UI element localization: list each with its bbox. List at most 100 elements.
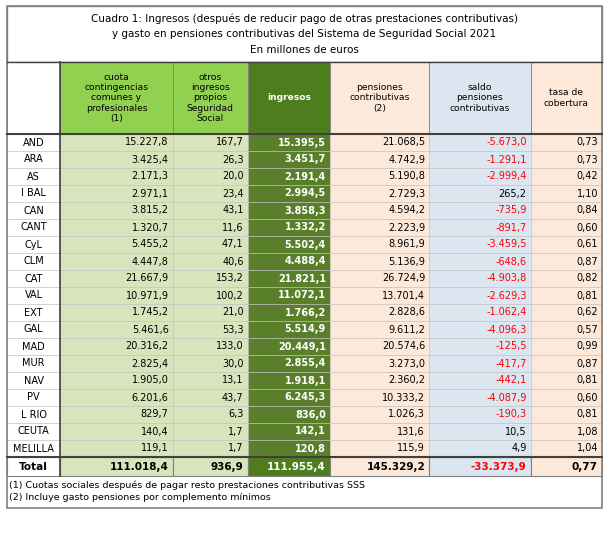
Text: 6,3: 6,3 xyxy=(228,410,244,420)
Text: 10.333,2: 10.333,2 xyxy=(382,392,425,402)
Text: -33.373,9: -33.373,9 xyxy=(471,462,527,472)
Text: CyL: CyL xyxy=(24,240,43,250)
Text: 0,42: 0,42 xyxy=(576,171,598,181)
Bar xyxy=(530,457,602,476)
Text: -3.459,5: -3.459,5 xyxy=(486,240,527,250)
Text: 5.461,6: 5.461,6 xyxy=(132,325,169,335)
Bar xyxy=(248,236,330,253)
Bar xyxy=(7,321,60,338)
Bar xyxy=(429,219,530,236)
Bar xyxy=(60,321,173,338)
Bar xyxy=(429,406,530,423)
Bar xyxy=(330,338,429,355)
Bar xyxy=(248,355,330,372)
Text: 43,1: 43,1 xyxy=(222,205,244,215)
Text: (2) Incluye gasto pensiones por complemento mínimos: (2) Incluye gasto pensiones por compleme… xyxy=(9,493,271,502)
Text: 3.273,0: 3.273,0 xyxy=(388,359,425,369)
Text: 0,73: 0,73 xyxy=(576,154,598,164)
Bar xyxy=(330,389,429,406)
Text: 5.502,4: 5.502,4 xyxy=(284,240,326,250)
Text: 2.971,1: 2.971,1 xyxy=(132,189,169,199)
Text: CEUTA: CEUTA xyxy=(18,426,49,436)
Bar xyxy=(530,134,602,151)
Text: CAT: CAT xyxy=(24,274,43,284)
Text: 133,0: 133,0 xyxy=(216,341,244,351)
Text: 0,60: 0,60 xyxy=(577,223,598,233)
Text: 115,9: 115,9 xyxy=(397,443,425,453)
Text: AS: AS xyxy=(27,171,40,181)
Text: 47,1: 47,1 xyxy=(222,240,244,250)
Bar xyxy=(173,236,248,253)
Bar xyxy=(248,338,330,355)
Bar xyxy=(530,62,602,134)
Bar xyxy=(530,236,602,253)
Bar xyxy=(173,62,248,134)
Bar xyxy=(330,185,429,202)
Bar xyxy=(248,62,330,134)
Text: 0,87: 0,87 xyxy=(576,359,598,369)
Text: L RIO: L RIO xyxy=(21,410,47,420)
Text: 11.072,1: 11.072,1 xyxy=(278,290,326,300)
Text: 5.190,8: 5.190,8 xyxy=(388,171,425,181)
Text: 4.488,4: 4.488,4 xyxy=(284,256,326,266)
Text: 0,73: 0,73 xyxy=(576,138,598,148)
Text: 836,0: 836,0 xyxy=(295,410,326,420)
Text: ingresos: ingresos xyxy=(267,93,311,103)
Text: 26.724,9: 26.724,9 xyxy=(382,274,425,284)
Bar xyxy=(530,372,602,389)
Text: 4.742,9: 4.742,9 xyxy=(388,154,425,164)
Bar xyxy=(530,185,602,202)
Text: Cuadro 1: Ingresos (después de reducir pago de otras prestaciones contributivas): Cuadro 1: Ingresos (después de reducir p… xyxy=(91,14,518,24)
Bar xyxy=(530,321,602,338)
Bar xyxy=(330,62,429,134)
Text: 2.828,6: 2.828,6 xyxy=(388,307,425,317)
Text: 4,9: 4,9 xyxy=(512,443,527,453)
Text: -2.629,3: -2.629,3 xyxy=(486,290,527,300)
Text: 20,0: 20,0 xyxy=(222,171,244,181)
Bar xyxy=(248,389,330,406)
Text: 2.825,4: 2.825,4 xyxy=(132,359,169,369)
Text: I BAL: I BAL xyxy=(21,189,46,199)
Bar xyxy=(330,134,429,151)
Text: 2.191,4: 2.191,4 xyxy=(284,171,326,181)
Bar xyxy=(429,236,530,253)
Bar xyxy=(248,321,330,338)
Bar xyxy=(60,134,173,151)
Bar xyxy=(429,372,530,389)
Bar xyxy=(248,202,330,219)
Text: 100,2: 100,2 xyxy=(216,290,244,300)
Bar xyxy=(60,304,173,321)
Text: 3.815,2: 3.815,2 xyxy=(132,205,169,215)
Bar xyxy=(429,304,530,321)
Text: 140,4: 140,4 xyxy=(141,426,169,436)
Bar xyxy=(7,151,60,168)
Bar xyxy=(60,440,173,457)
Bar xyxy=(173,151,248,168)
Bar xyxy=(173,304,248,321)
Text: 26,3: 26,3 xyxy=(222,154,244,164)
Text: 153,2: 153,2 xyxy=(216,274,244,284)
Text: 0,62: 0,62 xyxy=(576,307,598,317)
Bar xyxy=(173,355,248,372)
Text: AND: AND xyxy=(23,138,44,148)
Bar xyxy=(530,304,602,321)
Text: -648,6: -648,6 xyxy=(496,256,527,266)
Text: 145.329,2: 145.329,2 xyxy=(366,462,425,472)
Text: 0,81: 0,81 xyxy=(577,410,598,420)
Bar xyxy=(173,321,248,338)
Bar xyxy=(60,423,173,440)
Bar xyxy=(7,270,60,287)
Text: 20.316,2: 20.316,2 xyxy=(125,341,169,351)
Bar xyxy=(530,338,602,355)
Text: 43,7: 43,7 xyxy=(222,392,244,402)
Bar xyxy=(60,62,173,134)
Text: 20.449,1: 20.449,1 xyxy=(278,341,326,351)
Bar xyxy=(173,168,248,185)
Text: 15.227,8: 15.227,8 xyxy=(125,138,169,148)
Bar xyxy=(60,151,173,168)
Text: 1,04: 1,04 xyxy=(577,443,598,453)
Text: -1.062,4: -1.062,4 xyxy=(486,307,527,317)
Bar xyxy=(530,355,602,372)
Bar xyxy=(60,253,173,270)
Text: 21.821,1: 21.821,1 xyxy=(278,274,326,284)
